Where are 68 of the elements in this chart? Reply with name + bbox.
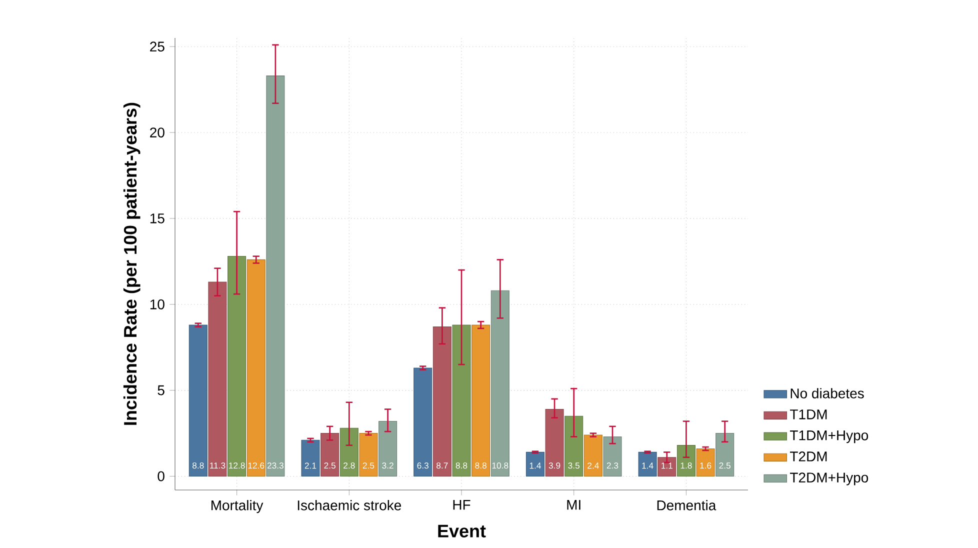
y-tick-label: 5	[158, 385, 164, 396]
data-label: 3.2	[382, 462, 394, 469]
data-label: 1.1	[662, 462, 672, 469]
data-label: 11.3	[210, 462, 226, 469]
bar	[340, 428, 358, 477]
data-label: 8.8	[456, 462, 468, 469]
bar	[526, 452, 544, 477]
bar	[696, 448, 715, 477]
bar	[301, 440, 320, 477]
x-tick-label: HF	[453, 500, 470, 510]
y-tick-label: 25	[150, 42, 164, 52]
data-label: 6.3	[417, 462, 428, 469]
bar	[432, 326, 452, 477]
data-label: 2.5	[719, 462, 731, 469]
data-label: 1.8	[680, 462, 692, 469]
data-label: 2.5	[324, 462, 336, 469]
bar	[716, 433, 734, 477]
data-label: 23.3	[267, 462, 284, 469]
bar	[658, 457, 676, 477]
y-tick-label: 10	[150, 299, 164, 310]
data-label: 1.6	[700, 462, 712, 469]
y-tick-label: 15	[150, 214, 164, 224]
data-label: 10.8	[492, 462, 508, 469]
bar	[545, 408, 564, 477]
legend-label: No diabetes	[790, 388, 864, 398]
bar	[266, 76, 285, 477]
bar	[188, 324, 208, 477]
legend-label: T2DM	[790, 452, 827, 462]
bar	[228, 256, 246, 477]
data-label: 3.9	[548, 462, 560, 469]
data-label: 1.4	[642, 462, 654, 469]
bar	[320, 433, 340, 477]
bar	[603, 436, 622, 477]
data-label: 2.1	[304, 462, 316, 469]
bar	[584, 434, 602, 477]
bar	[246, 259, 266, 477]
y-tick-label: 20	[150, 128, 164, 138]
data-label: 3.5	[568, 462, 580, 469]
legend-label: T1DM	[790, 410, 827, 420]
y-axis-title: Incidence Rate (per 100 patient-years)	[123, 102, 140, 425]
y-tick-label: 0	[158, 471, 164, 482]
data-label: 2.3	[606, 462, 618, 469]
x-tick-label: Mortality	[212, 500, 264, 514]
data-label: 2.4	[588, 462, 599, 469]
bar	[452, 324, 471, 477]
bar	[378, 420, 398, 477]
data-label: 2.8	[344, 462, 355, 469]
x-tick-label: Dementia	[657, 500, 716, 510]
data-label: 2.5	[362, 462, 374, 469]
x-tick-label: MI	[567, 500, 580, 510]
bar	[208, 282, 227, 477]
bar	[414, 368, 432, 477]
x-axis-title: Event	[438, 524, 486, 538]
bar	[638, 452, 657, 477]
bar	[564, 416, 584, 477]
bar	[359, 433, 378, 477]
data-label: 12.6	[248, 462, 264, 469]
bar	[472, 324, 490, 477]
data-label: 12.8	[229, 462, 245, 469]
data-label: 8.8	[192, 462, 204, 469]
data-label: 8.8	[475, 462, 486, 469]
x-tick-label: Ischaemic stroke	[298, 500, 402, 510]
data-label: 8.7	[436, 462, 448, 469]
legend-label: T2DM+Hypo	[790, 472, 868, 486]
legend-label: T1DM+Hypo	[790, 430, 868, 444]
bar	[490, 290, 510, 477]
data-label: 1.4	[530, 462, 541, 469]
bar	[676, 445, 696, 477]
